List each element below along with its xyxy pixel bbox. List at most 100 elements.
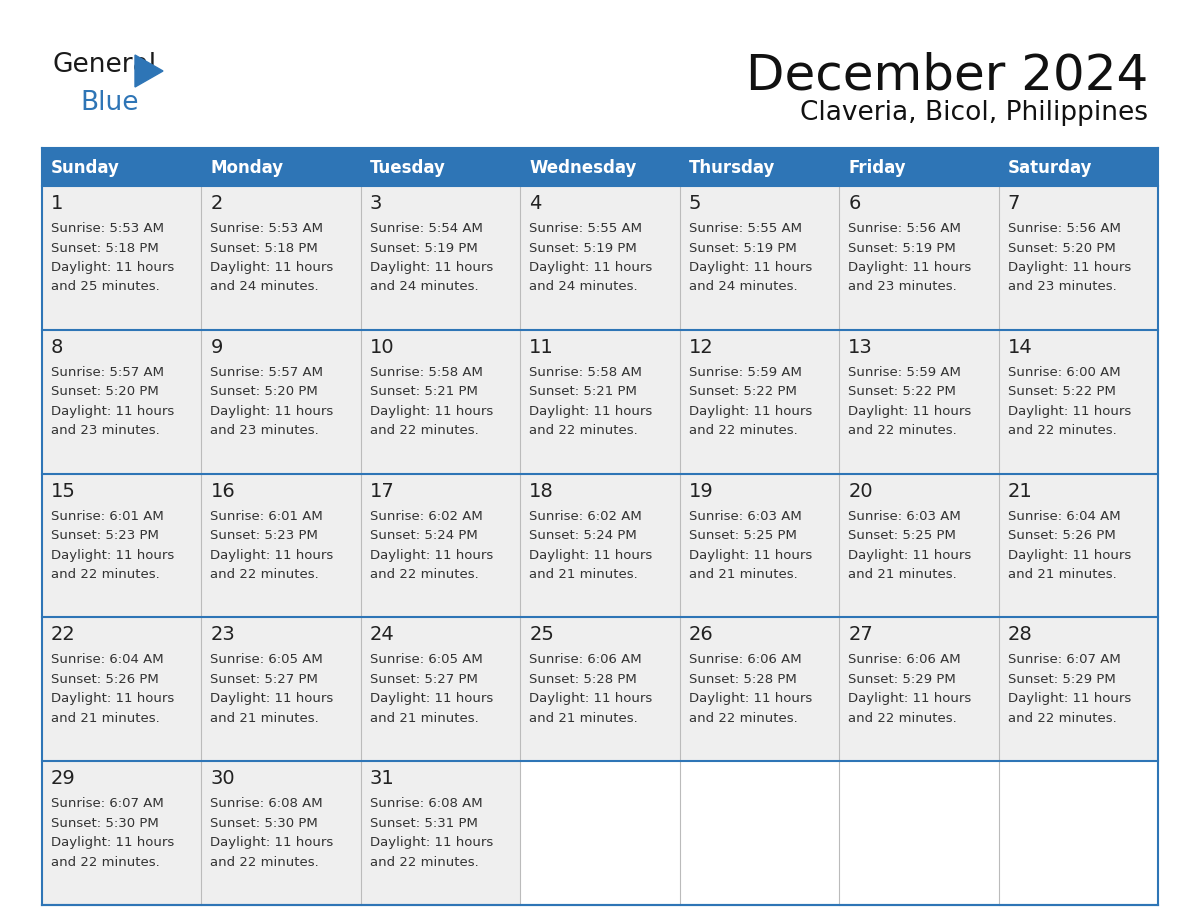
Text: Sunset: 5:19 PM: Sunset: 5:19 PM (848, 241, 956, 254)
Text: Sunset: 5:20 PM: Sunset: 5:20 PM (210, 386, 318, 398)
Bar (42, 474, 1158, 618)
Text: Daylight: 11 hours: Daylight: 11 hours (1007, 549, 1131, 562)
Text: and 22 minutes.: and 22 minutes. (51, 856, 159, 868)
Text: Sunrise: 6:07 AM: Sunrise: 6:07 AM (51, 797, 164, 811)
Bar (42, 148, 1158, 186)
Text: Daylight: 11 hours: Daylight: 11 hours (369, 405, 493, 418)
Text: Daylight: 11 hours: Daylight: 11 hours (530, 261, 652, 274)
Text: Sunset: 5:18 PM: Sunset: 5:18 PM (51, 241, 159, 254)
Text: Daylight: 11 hours: Daylight: 11 hours (210, 836, 334, 849)
Text: Sunrise: 5:57 AM: Sunrise: 5:57 AM (210, 365, 323, 379)
Bar (680, 761, 839, 905)
Text: Sunset: 5:19 PM: Sunset: 5:19 PM (689, 241, 796, 254)
Text: 13: 13 (848, 338, 873, 357)
Text: Daylight: 11 hours: Daylight: 11 hours (369, 261, 493, 274)
Text: and 22 minutes.: and 22 minutes. (369, 568, 479, 581)
Text: Daylight: 11 hours: Daylight: 11 hours (848, 692, 972, 705)
Text: 15: 15 (51, 482, 76, 500)
Text: Friday: Friday (848, 159, 905, 177)
Text: and 23 minutes.: and 23 minutes. (1007, 281, 1117, 294)
Text: Daylight: 11 hours: Daylight: 11 hours (51, 836, 175, 849)
Text: 23: 23 (210, 625, 235, 644)
Text: Sunrise: 5:59 AM: Sunrise: 5:59 AM (848, 365, 961, 379)
Text: Sunset: 5:26 PM: Sunset: 5:26 PM (1007, 529, 1116, 543)
Bar (999, 761, 1158, 905)
Text: Sunset: 5:27 PM: Sunset: 5:27 PM (210, 673, 318, 686)
Text: December 2024: December 2024 (746, 52, 1148, 100)
Text: 4: 4 (530, 194, 542, 213)
Text: Sunset: 5:20 PM: Sunset: 5:20 PM (51, 386, 159, 398)
Text: Sunset: 5:31 PM: Sunset: 5:31 PM (369, 817, 478, 830)
Text: Sunrise: 6:03 AM: Sunrise: 6:03 AM (848, 509, 961, 522)
Text: Sunset: 5:24 PM: Sunset: 5:24 PM (530, 529, 637, 543)
Text: 2: 2 (210, 194, 223, 213)
Text: and 24 minutes.: and 24 minutes. (689, 281, 797, 294)
Text: 24: 24 (369, 625, 394, 644)
Text: Daylight: 11 hours: Daylight: 11 hours (51, 261, 175, 274)
Text: Sunset: 5:19 PM: Sunset: 5:19 PM (530, 241, 637, 254)
Text: Sunset: 5:26 PM: Sunset: 5:26 PM (51, 673, 159, 686)
Text: 19: 19 (689, 482, 714, 500)
Text: Sunrise: 6:01 AM: Sunrise: 6:01 AM (210, 509, 323, 522)
Text: and 23 minutes.: and 23 minutes. (848, 281, 956, 294)
Text: 21: 21 (1007, 482, 1032, 500)
Text: and 21 minutes.: and 21 minutes. (369, 711, 479, 725)
Text: Saturday: Saturday (1007, 159, 1092, 177)
Text: and 22 minutes.: and 22 minutes. (530, 424, 638, 437)
Polygon shape (135, 55, 163, 87)
Text: Sunrise: 6:01 AM: Sunrise: 6:01 AM (51, 509, 164, 522)
Text: Sunset: 5:24 PM: Sunset: 5:24 PM (369, 529, 478, 543)
Text: Sunrise: 5:58 AM: Sunrise: 5:58 AM (530, 365, 643, 379)
Text: Sunset: 5:22 PM: Sunset: 5:22 PM (1007, 386, 1116, 398)
Text: General: General (52, 52, 156, 78)
Text: and 23 minutes.: and 23 minutes. (210, 424, 320, 437)
Text: 9: 9 (210, 338, 223, 357)
Text: Daylight: 11 hours: Daylight: 11 hours (51, 692, 175, 705)
Text: Sunset: 5:30 PM: Sunset: 5:30 PM (210, 817, 318, 830)
Text: 14: 14 (1007, 338, 1032, 357)
Text: Sunday: Sunday (51, 159, 120, 177)
Text: Sunrise: 5:58 AM: Sunrise: 5:58 AM (369, 365, 482, 379)
Text: Sunrise: 6:00 AM: Sunrise: 6:00 AM (1007, 365, 1120, 379)
Text: Thursday: Thursday (689, 159, 775, 177)
Text: and 22 minutes.: and 22 minutes. (1007, 424, 1117, 437)
Text: Daylight: 11 hours: Daylight: 11 hours (689, 549, 811, 562)
Bar (839, 761, 999, 905)
Text: 7: 7 (1007, 194, 1020, 213)
Text: and 22 minutes.: and 22 minutes. (51, 568, 159, 581)
Text: Sunset: 5:22 PM: Sunset: 5:22 PM (689, 386, 797, 398)
Text: 25: 25 (530, 625, 554, 644)
Text: Sunrise: 5:56 AM: Sunrise: 5:56 AM (848, 222, 961, 235)
Text: Sunrise: 5:54 AM: Sunrise: 5:54 AM (369, 222, 482, 235)
Text: Daylight: 11 hours: Daylight: 11 hours (369, 549, 493, 562)
Text: and 21 minutes.: and 21 minutes. (210, 711, 320, 725)
Text: Sunset: 5:29 PM: Sunset: 5:29 PM (1007, 673, 1116, 686)
Text: Daylight: 11 hours: Daylight: 11 hours (369, 692, 493, 705)
Text: Sunset: 5:23 PM: Sunset: 5:23 PM (210, 529, 318, 543)
Text: Daylight: 11 hours: Daylight: 11 hours (848, 261, 972, 274)
Text: Monday: Monday (210, 159, 284, 177)
Text: and 22 minutes.: and 22 minutes. (689, 711, 797, 725)
Text: Sunset: 5:30 PM: Sunset: 5:30 PM (51, 817, 159, 830)
Text: Daylight: 11 hours: Daylight: 11 hours (1007, 692, 1131, 705)
Text: 6: 6 (848, 194, 860, 213)
Text: Sunrise: 5:56 AM: Sunrise: 5:56 AM (1007, 222, 1120, 235)
Text: 22: 22 (51, 625, 76, 644)
Text: Daylight: 11 hours: Daylight: 11 hours (689, 261, 811, 274)
Text: and 23 minutes.: and 23 minutes. (51, 424, 159, 437)
Text: Sunrise: 6:06 AM: Sunrise: 6:06 AM (689, 654, 802, 666)
Text: 1: 1 (51, 194, 63, 213)
Bar (42, 761, 1158, 905)
Text: and 21 minutes.: and 21 minutes. (530, 711, 638, 725)
Text: Sunset: 5:18 PM: Sunset: 5:18 PM (210, 241, 318, 254)
Text: Sunrise: 5:53 AM: Sunrise: 5:53 AM (51, 222, 164, 235)
Text: Claveria, Bicol, Philippines: Claveria, Bicol, Philippines (800, 100, 1148, 126)
Text: 28: 28 (1007, 625, 1032, 644)
Text: Daylight: 11 hours: Daylight: 11 hours (1007, 261, 1131, 274)
Bar (520, 761, 680, 905)
Text: and 24 minutes.: and 24 minutes. (369, 281, 479, 294)
Text: Daylight: 11 hours: Daylight: 11 hours (689, 692, 811, 705)
Text: 17: 17 (369, 482, 394, 500)
Text: Daylight: 11 hours: Daylight: 11 hours (848, 549, 972, 562)
Text: 5: 5 (689, 194, 701, 213)
